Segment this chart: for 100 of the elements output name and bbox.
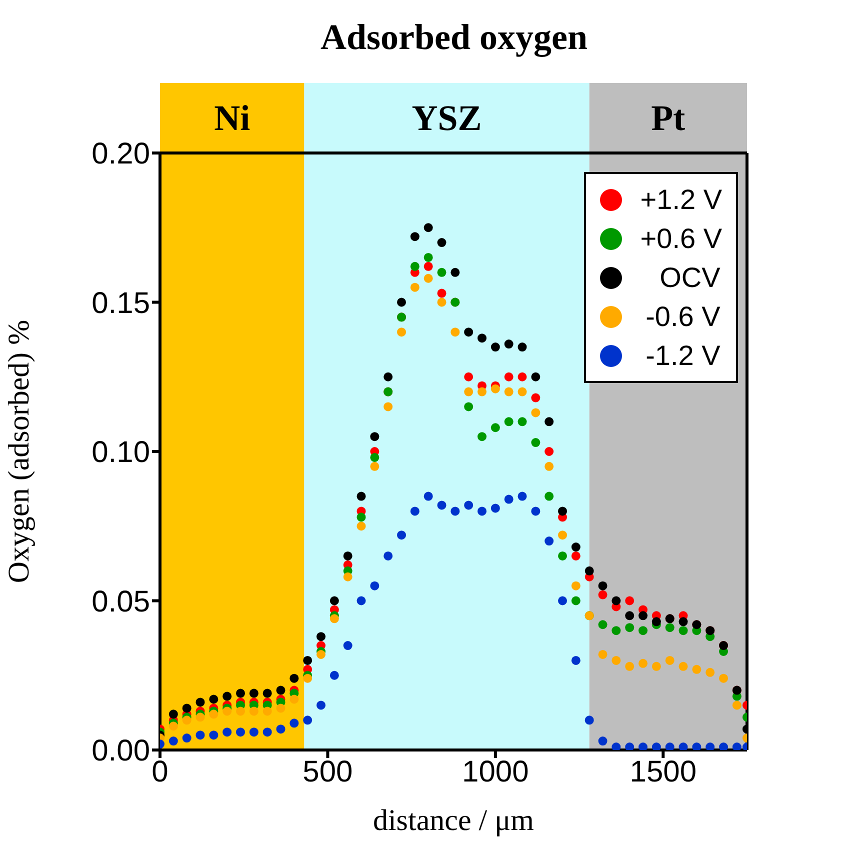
point <box>330 614 339 624</box>
point <box>384 372 393 382</box>
point <box>531 393 540 402</box>
point <box>316 700 326 710</box>
x-axis-title: distance / μm <box>372 804 534 837</box>
point <box>584 566 594 576</box>
point <box>249 728 258 737</box>
point <box>222 692 232 701</box>
point <box>571 581 580 590</box>
point <box>450 328 460 337</box>
point <box>290 718 299 728</box>
point <box>370 581 380 590</box>
y-tick-label: 0.10 <box>92 436 150 470</box>
point <box>544 462 554 471</box>
point <box>384 402 393 412</box>
x-tick-label: 500 <box>302 755 353 788</box>
point <box>464 372 474 382</box>
point <box>276 724 286 734</box>
point <box>571 542 580 552</box>
point <box>437 268 446 277</box>
point <box>437 500 446 510</box>
point <box>652 662 661 671</box>
point <box>424 262 433 271</box>
point <box>571 551 580 560</box>
point <box>478 432 487 442</box>
point <box>209 694 218 704</box>
point <box>544 417 554 426</box>
point <box>531 408 540 418</box>
point <box>706 668 715 677</box>
point <box>598 581 608 590</box>
point <box>612 626 621 636</box>
point <box>625 623 634 632</box>
point <box>558 551 568 560</box>
point <box>638 658 648 668</box>
point <box>478 334 487 343</box>
point <box>356 596 366 606</box>
point <box>531 506 540 516</box>
point <box>504 372 514 382</box>
point <box>558 530 568 540</box>
point <box>356 512 366 522</box>
point <box>290 694 299 704</box>
point <box>182 734 192 743</box>
point <box>316 650 326 659</box>
point <box>356 492 366 501</box>
point <box>490 342 500 352</box>
point <box>262 728 272 737</box>
point <box>410 262 420 271</box>
point <box>638 611 648 620</box>
point <box>504 387 514 396</box>
point <box>490 423 500 432</box>
point <box>384 551 393 560</box>
point <box>719 674 728 683</box>
point <box>518 387 527 396</box>
point <box>290 674 299 683</box>
point <box>625 662 634 671</box>
point <box>424 252 433 262</box>
point <box>544 447 554 456</box>
point <box>518 342 527 352</box>
point <box>598 620 608 630</box>
point <box>612 656 621 665</box>
point <box>303 674 312 683</box>
point <box>464 328 474 337</box>
point <box>330 670 339 680</box>
point <box>518 372 527 382</box>
point <box>719 742 728 750</box>
point <box>196 730 205 740</box>
point <box>652 742 661 750</box>
legend-label: OCV <box>658 261 720 295</box>
point <box>397 530 406 540</box>
y-tick-label: 0.05 <box>92 585 150 618</box>
legend-label: -1.2 V <box>644 339 720 373</box>
band-label: Ni <box>214 98 250 138</box>
y-axis-title: Oxygen (adsorbed) % <box>2 320 36 584</box>
point <box>410 282 420 292</box>
x-tick-label: 1500 <box>630 755 697 788</box>
point <box>450 268 460 277</box>
point <box>276 704 286 713</box>
point <box>478 387 487 396</box>
point <box>678 617 688 626</box>
point <box>196 712 205 722</box>
point <box>168 722 178 731</box>
point <box>584 716 594 725</box>
point <box>424 223 433 232</box>
point <box>625 742 634 750</box>
point <box>490 384 500 394</box>
x-tick-label: 1000 <box>462 755 529 788</box>
point <box>504 417 514 426</box>
point <box>330 596 339 606</box>
point <box>518 492 527 501</box>
point <box>732 742 742 750</box>
point <box>370 432 380 442</box>
point <box>168 736 178 746</box>
point <box>678 742 688 750</box>
point <box>625 596 634 606</box>
point <box>544 492 554 501</box>
point <box>424 492 433 501</box>
point <box>370 452 380 462</box>
band-label: YSZ <box>412 98 482 138</box>
point <box>558 506 568 516</box>
point <box>236 688 246 698</box>
